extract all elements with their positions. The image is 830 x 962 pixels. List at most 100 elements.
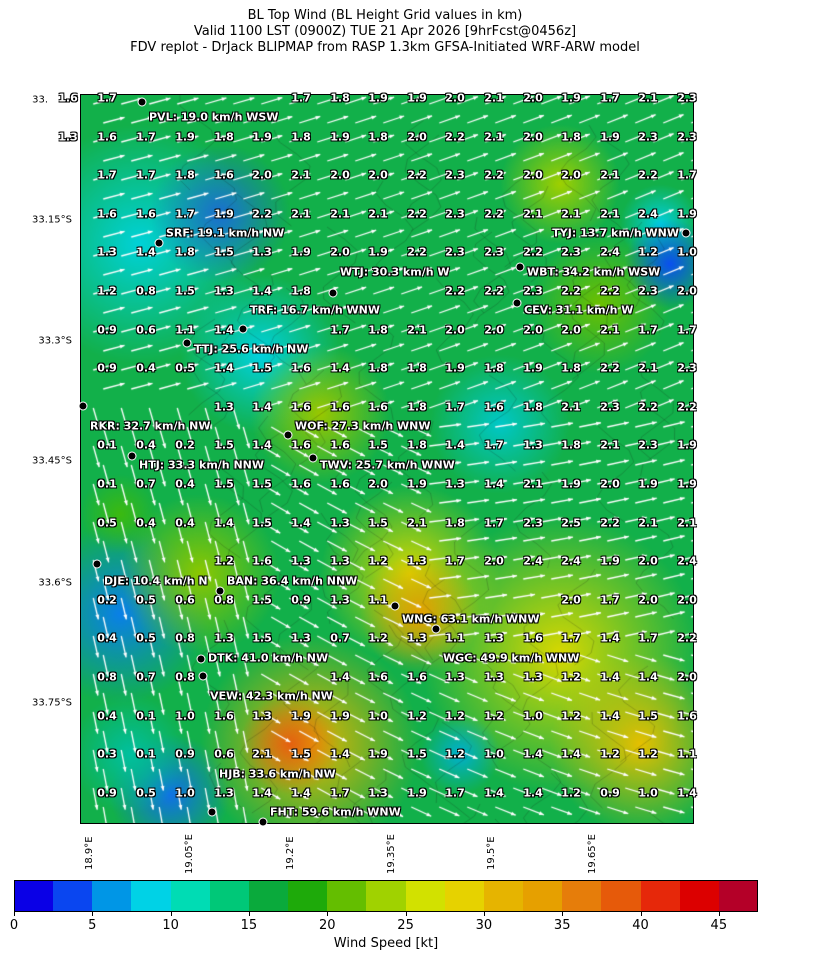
lat-label: 33.3°S (38, 335, 72, 347)
grid-value: 2.4 (677, 554, 697, 568)
grid-value: 1.5 (214, 438, 234, 452)
station-marker[interactable] (198, 671, 208, 681)
grid-value: 1.7 (97, 168, 117, 182)
grid-value: 1.6 (214, 709, 234, 723)
station-marker[interactable] (196, 654, 206, 664)
station-marker[interactable] (308, 453, 318, 463)
grid-value: 2.0 (677, 593, 697, 607)
station-marker[interactable] (207, 807, 217, 817)
grid-value: 2.1 (330, 207, 350, 221)
station-label: RKR: 32.7 km/h NW (90, 419, 211, 433)
grid-value: 1.8 (175, 245, 195, 259)
grid-value: 1.8 (330, 91, 350, 105)
station-marker[interactable] (390, 601, 400, 611)
station-marker[interactable] (681, 228, 691, 238)
grid-value: 1.6 (97, 207, 117, 221)
grid-value: 1.3 (58, 130, 78, 144)
grid-value: 2.3 (677, 361, 697, 375)
grid-value: 1.4 (291, 786, 311, 800)
grid-value: 2.2 (600, 516, 620, 530)
grid-value: 1.4 (523, 747, 543, 761)
grid-value: 2.2 (445, 284, 465, 298)
grid-value: 1.7 (484, 438, 504, 452)
grid-value: 1.3 (484, 670, 504, 684)
title-line-2: Valid 1100 LST (0900Z) TUE 21 Apr 2026 [… (193, 24, 577, 39)
grid-value: 1.3 (407, 554, 427, 568)
grid-value: 1.2 (638, 245, 658, 259)
lat-label: 33.75°S (32, 697, 72, 709)
grid-value: 1.5 (407, 747, 427, 761)
station-marker[interactable] (328, 288, 338, 298)
grid-value: 2.0 (523, 130, 543, 144)
grid-value: 1.3 (252, 245, 272, 259)
grid-value: 1.6 (291, 477, 311, 491)
grid-value: 1.2 (561, 786, 581, 800)
lat-label: 33.15°S (32, 214, 72, 226)
colorbar-segment (679, 880, 720, 912)
grid-value: 1.7 (136, 168, 156, 182)
station-marker[interactable] (515, 262, 525, 272)
grid-value: 0.8 (136, 284, 156, 298)
station-marker[interactable] (154, 238, 164, 248)
grid-value: 1.9 (677, 438, 697, 452)
colorbar-tick-label: 15 (240, 918, 258, 933)
grid-value: 2.2 (638, 168, 658, 182)
grid-value: 2.0 (484, 323, 504, 337)
station-marker[interactable] (283, 430, 293, 440)
grid-value: 2.2 (407, 207, 427, 221)
colorbar-segment (209, 880, 250, 912)
colorbar-tick-mark (640, 912, 642, 916)
grid-value: 1.9 (330, 709, 350, 723)
grid-value: 1.4 (600, 709, 620, 723)
colorbar-tick-mark (92, 912, 94, 916)
station-marker[interactable] (92, 559, 102, 569)
grid-value: 1.2 (561, 670, 581, 684)
station-marker[interactable] (258, 817, 268, 827)
grid-value: 1.5 (252, 516, 272, 530)
station-label: TYJ: 13.7 km/h WNW (552, 226, 679, 240)
station-marker[interactable] (78, 401, 88, 411)
grid-value: 1.4 (600, 631, 620, 645)
grid-value: 0.9 (291, 593, 311, 607)
grid-value: 1.8 (561, 130, 581, 144)
station-marker[interactable] (137, 97, 147, 107)
grid-value: 1.4 (561, 747, 581, 761)
grid-value: 0.5 (136, 631, 156, 645)
grid-value: 2.0 (330, 168, 350, 182)
station-marker[interactable] (127, 451, 137, 461)
grid-value: 2.0 (561, 593, 581, 607)
grid-value: 0.2 (97, 593, 117, 607)
title-line-1: BL Top Wind (BL Height Grid values in km… (247, 8, 523, 23)
grid-value: 2.1 (407, 516, 427, 530)
grid-value: 0.7 (330, 631, 350, 645)
grid-value: 1.9 (175, 130, 195, 144)
grid-value: 1.6 (407, 670, 427, 684)
grid-value: 1.3 (368, 786, 388, 800)
station-marker[interactable] (215, 586, 225, 596)
grid-value: 1.8 (368, 361, 388, 375)
grid-value: 1.3 (291, 554, 311, 568)
colorbar-tick-mark (14, 912, 15, 916)
grid-value: 1.6 (330, 400, 350, 414)
station-marker[interactable] (238, 324, 248, 334)
grid-value: 1.4 (600, 670, 620, 684)
grid-value: 1.5 (638, 709, 658, 723)
station-label: HTJ: 33.3 km/h NNW (139, 458, 265, 472)
grid-value: 1.7 (677, 323, 697, 337)
grid-value: 2.0 (407, 130, 427, 144)
grid-value: 1.0 (523, 709, 543, 723)
grid-value: 1.6 (677, 709, 697, 723)
grid-value: 1.5 (252, 477, 272, 491)
station-marker[interactable] (431, 624, 441, 634)
station-marker[interactable] (182, 338, 192, 348)
station-marker[interactable] (512, 298, 522, 308)
colorbar-segment (288, 880, 328, 912)
grid-value: 0.4 (136, 361, 156, 375)
grid-value: 1.3 (330, 516, 350, 530)
grid-value: 1.7 (445, 554, 465, 568)
grid-value: 1.4 (484, 477, 504, 491)
grid-value: 0.1 (136, 747, 156, 761)
grid-value: 0.8 (97, 670, 117, 684)
grid-value: 1.8 (214, 130, 234, 144)
grid-value: 1.5 (368, 438, 388, 452)
